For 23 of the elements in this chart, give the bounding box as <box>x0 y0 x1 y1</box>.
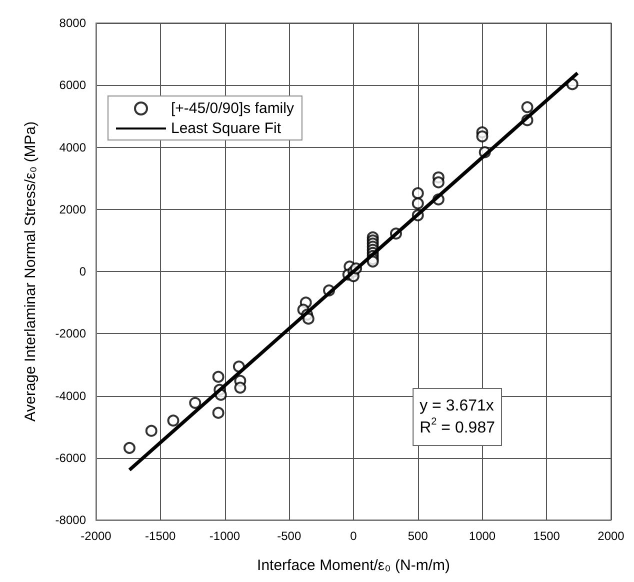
x-tick-label: -500 <box>277 529 302 543</box>
y-tick-label: 2000 <box>59 202 86 216</box>
legend-label: Least Square Fit <box>171 120 282 137</box>
legend-label: [+-45/0/90]s family <box>171 100 294 117</box>
y-axis-title: Average Interlaminar Normal Stress/ε₀ (MPa) <box>22 121 39 422</box>
y-tick-label: -6000 <box>55 450 86 465</box>
y-tick-label: -2000 <box>55 326 86 341</box>
annotation: y = 3.671x <box>420 398 494 414</box>
x-axis-title: Interface Moment/ε₀ (N-m/m) <box>257 557 450 574</box>
y-tick-label: 0 <box>79 264 86 278</box>
x-tick-label: -1500 <box>145 529 176 543</box>
x-tick-label: 1000 <box>468 529 496 543</box>
x-tick-label: 1500 <box>533 529 560 543</box>
x-tick-label: 500 <box>408 529 428 543</box>
y-tick-label: 6000 <box>59 78 86 92</box>
y-tick-label: -8000 <box>55 513 86 527</box>
x-tick-label: -1000 <box>209 529 240 543</box>
x-tick-label: 0 <box>350 529 358 543</box>
y-tick-label: -4000 <box>55 388 86 403</box>
y-tick-label: 8000 <box>59 16 86 30</box>
x-tick-label: -2000 <box>80 529 112 543</box>
y-tick-label: 4000 <box>59 140 86 154</box>
x-tick-label: 2000 <box>598 529 625 543</box>
